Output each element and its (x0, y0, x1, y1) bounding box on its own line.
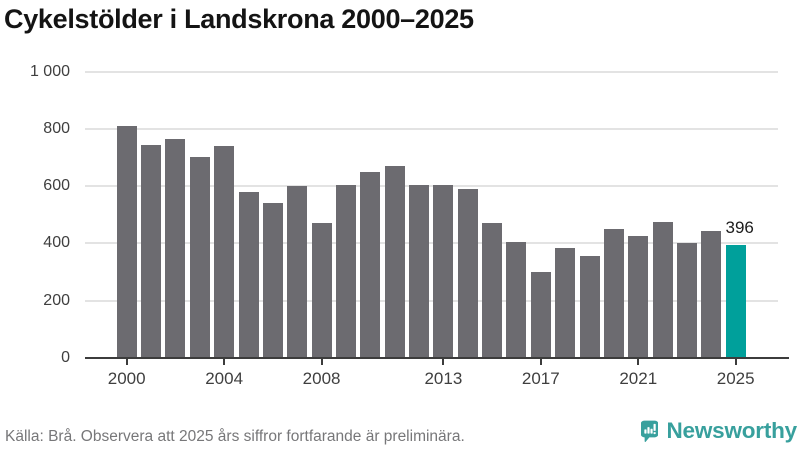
x-axis-label-2008: 2008 (302, 369, 341, 388)
newsworthy-bubble-chart-icon (641, 420, 659, 442)
newsworthy-wordmark: Newsworthy (666, 418, 797, 443)
bar-2000 (116, 125, 137, 358)
bar-chart: 0 200 400 600 800 1 000 2000 2004 2008 2013 2017 20… (29, 62, 789, 388)
bar-2025 (725, 244, 746, 358)
x-axis-label-2013: 2013 (424, 369, 463, 388)
bar-2023 (676, 243, 697, 358)
page-title: Cykelstölder i Landskrona 2000–2025 (4, 4, 474, 34)
bar-2017 (530, 272, 551, 358)
bar-2001 (141, 144, 162, 358)
source-note: Källa: Brå. Observera att 2025 års siffr… (5, 428, 465, 445)
y-axis-label-1000: 1 000 (29, 62, 70, 80)
y-axis-label-800: 800 (43, 119, 70, 137)
x-axis-tick-2004 (223, 359, 226, 365)
y-axis-label-0: 0 (61, 349, 70, 366)
x-axis-label-2021: 2021 (619, 369, 658, 388)
bar-2002 (165, 138, 186, 358)
y-axis-label-400: 400 (43, 234, 70, 252)
bar-2003 (189, 157, 210, 358)
bar-2013 (433, 184, 454, 358)
x-axis-label-2000: 2000 (107, 369, 146, 388)
gridline-800 (85, 127, 778, 130)
bar-2021 (628, 236, 649, 358)
x-axis-tick-2017 (539, 359, 542, 365)
x-axis-line (85, 357, 789, 359)
bar-2006 (262, 203, 283, 358)
bar-2005 (238, 191, 259, 358)
x-axis-tick-2000 (125, 359, 128, 365)
bar-2010 (360, 171, 381, 358)
gridline-200 (85, 299, 778, 302)
y-axis-label-600: 600 (43, 177, 70, 195)
bar-2016 (506, 241, 527, 358)
y-axis-label-200: 200 (43, 291, 70, 309)
bar-2012 (409, 184, 430, 358)
bar-2024 (701, 230, 722, 358)
x-axis-label-2017: 2017 (521, 369, 560, 388)
x-axis-tick-2013 (442, 359, 445, 365)
newsworthy-logo[interactable]: Newsworthy (641, 415, 797, 447)
bar-2009 (335, 184, 356, 358)
x-axis-label-2025: 2025 (716, 369, 755, 388)
bar-2008 (311, 223, 332, 358)
x-axis-tick-2021 (637, 359, 640, 365)
bar-2014 (457, 188, 478, 358)
x-axis-label-2004: 2004 (205, 369, 244, 388)
bar-2020 (603, 229, 624, 358)
x-axis-tick-2008 (320, 359, 323, 365)
bar-2019 (579, 256, 600, 358)
bar-2011 (384, 166, 405, 358)
bar-value-label: 396 (725, 217, 754, 237)
gridline-1000 (85, 70, 778, 73)
bar-2007 (287, 186, 308, 358)
gridline-600 (85, 185, 778, 188)
gridline-400 (85, 242, 778, 245)
bar-2018 (555, 247, 576, 358)
bar-2004 (214, 145, 235, 358)
bar-2022 (652, 221, 673, 358)
bar-2015 (482, 223, 503, 358)
x-axis-tick-2025 (734, 359, 737, 365)
